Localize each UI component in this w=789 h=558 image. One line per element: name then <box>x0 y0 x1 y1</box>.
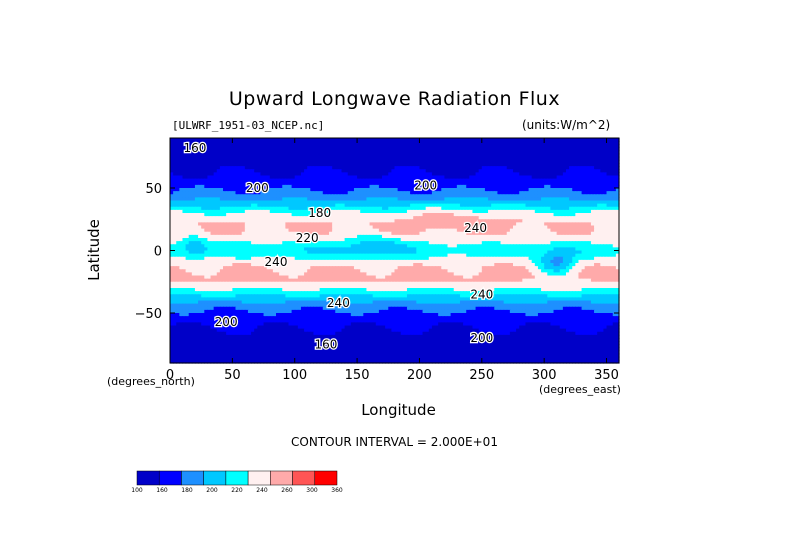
chart-title: Upward Longwave Radiation Flux <box>228 88 561 110</box>
x-tick-label-200: 200 <box>407 368 432 383</box>
colorbar-swatch-6 <box>270 470 293 486</box>
y-tick-label--50: −50 <box>135 307 162 322</box>
y-tick-label-50: 50 <box>145 182 162 197</box>
colorbar-level-2: 180 <box>181 487 193 494</box>
contour-label-10: 200 <box>470 331 493 345</box>
contour-label-1: 200 <box>246 181 269 195</box>
colorbar-level-5: 240 <box>256 487 268 494</box>
colorbar-swatch-2 <box>181 470 204 486</box>
colorbar-swatch-0 <box>136 470 160 486</box>
colorbar: 100 160 180 200 220 240 260 300 360 <box>131 470 343 494</box>
x-tick-label-300: 300 <box>532 368 557 383</box>
colorbar-level-7: 300 <box>306 487 318 494</box>
x-tick-label-0: 0 <box>166 368 174 383</box>
x-tick-label-250: 250 <box>469 368 494 383</box>
contour-label-layer: 160 200 200 180 240 220 240 240 240 200 200 160 <box>182 140 494 353</box>
colorbar-level-4: 220 <box>231 487 243 494</box>
colorbar-level-8: 360 <box>331 487 343 494</box>
x-axis-unit: (degrees_east) <box>539 383 621 396</box>
colorbar-level-1: 160 <box>156 487 168 494</box>
contour-label-8: 240 <box>470 287 493 301</box>
contour-label-7: 240 <box>327 296 350 310</box>
contour-label-6: 240 <box>265 255 288 269</box>
x-tick-label-150: 150 <box>345 368 370 383</box>
colorbar-level-0: 100 <box>131 487 143 494</box>
file-label: [ULWRF_1951-03_NCEP.nc] <box>172 119 325 132</box>
contour-label-11: 160 <box>314 337 337 351</box>
contour-label-3: 180 <box>308 206 331 220</box>
contour-label-2: 200 <box>414 179 437 193</box>
y-axis-unit: (degrees_north) <box>107 375 195 388</box>
x-axis-label: Longitude <box>361 401 436 419</box>
colorbar-level-6: 260 <box>281 487 293 494</box>
axis-ticks: 0 50 100 150 200 250 300 350 50 0 −50 <box>135 138 619 383</box>
y-tick-label-0: 0 <box>154 245 162 260</box>
x-tick-label-350: 350 <box>594 368 619 383</box>
units-label: (units:W/m^2) <box>522 118 611 132</box>
heatmap-field <box>170 138 620 364</box>
colorbar-swatch-4 <box>225 470 249 486</box>
colorbar-swatch-3 <box>203 470 227 486</box>
x-tick-label-50: 50 <box>224 368 241 383</box>
colorbar-swatch-1 <box>158 470 182 486</box>
colorbar-swatch-5 <box>247 470 271 486</box>
colorbar-swatch-8 <box>314 470 338 486</box>
contour-interval-label: CONTOUR INTERVAL = 2.000E+01 <box>291 435 498 449</box>
x-tick-label-100: 100 <box>282 368 307 383</box>
contour-label-4: 240 <box>464 221 487 235</box>
contour-label-5: 220 <box>296 231 319 245</box>
contour-label-9: 200 <box>215 315 238 329</box>
contour-label-0: 160 <box>183 141 206 155</box>
colorbar-swatch-7 <box>292 470 316 486</box>
colorbar-level-3: 200 <box>206 487 218 494</box>
